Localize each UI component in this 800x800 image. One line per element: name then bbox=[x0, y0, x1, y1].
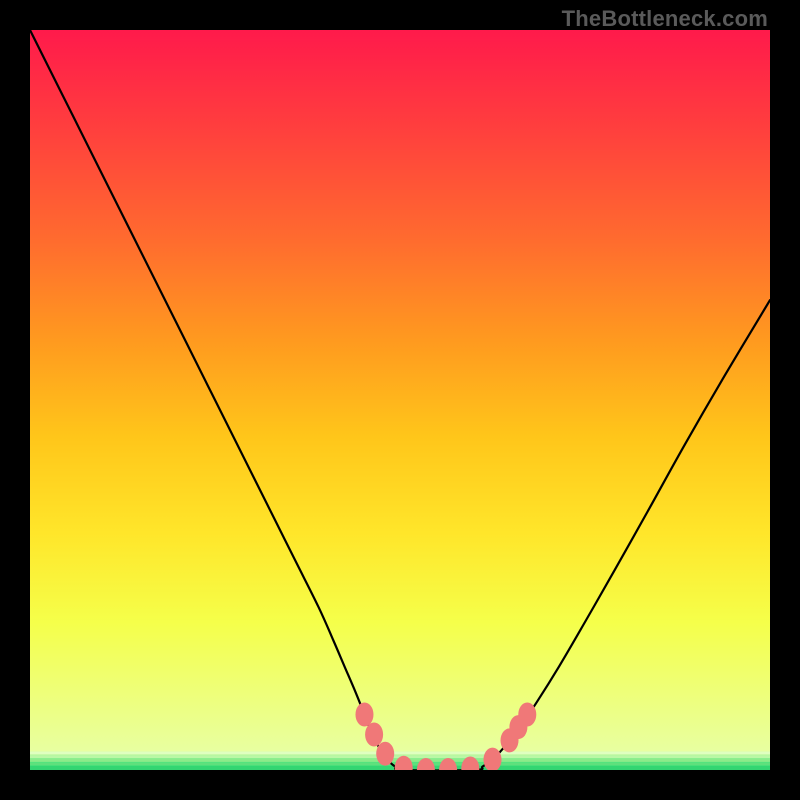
curve-marker bbox=[518, 703, 536, 727]
curve-marker bbox=[376, 742, 394, 766]
plot-area bbox=[30, 30, 770, 770]
curve-marker bbox=[365, 722, 383, 746]
curve-marker bbox=[355, 703, 373, 727]
watermark-label: TheBottleneck.com bbox=[562, 6, 768, 32]
chart-frame: TheBottleneck.com bbox=[0, 0, 800, 800]
bottleneck-curve-chart bbox=[30, 30, 770, 770]
